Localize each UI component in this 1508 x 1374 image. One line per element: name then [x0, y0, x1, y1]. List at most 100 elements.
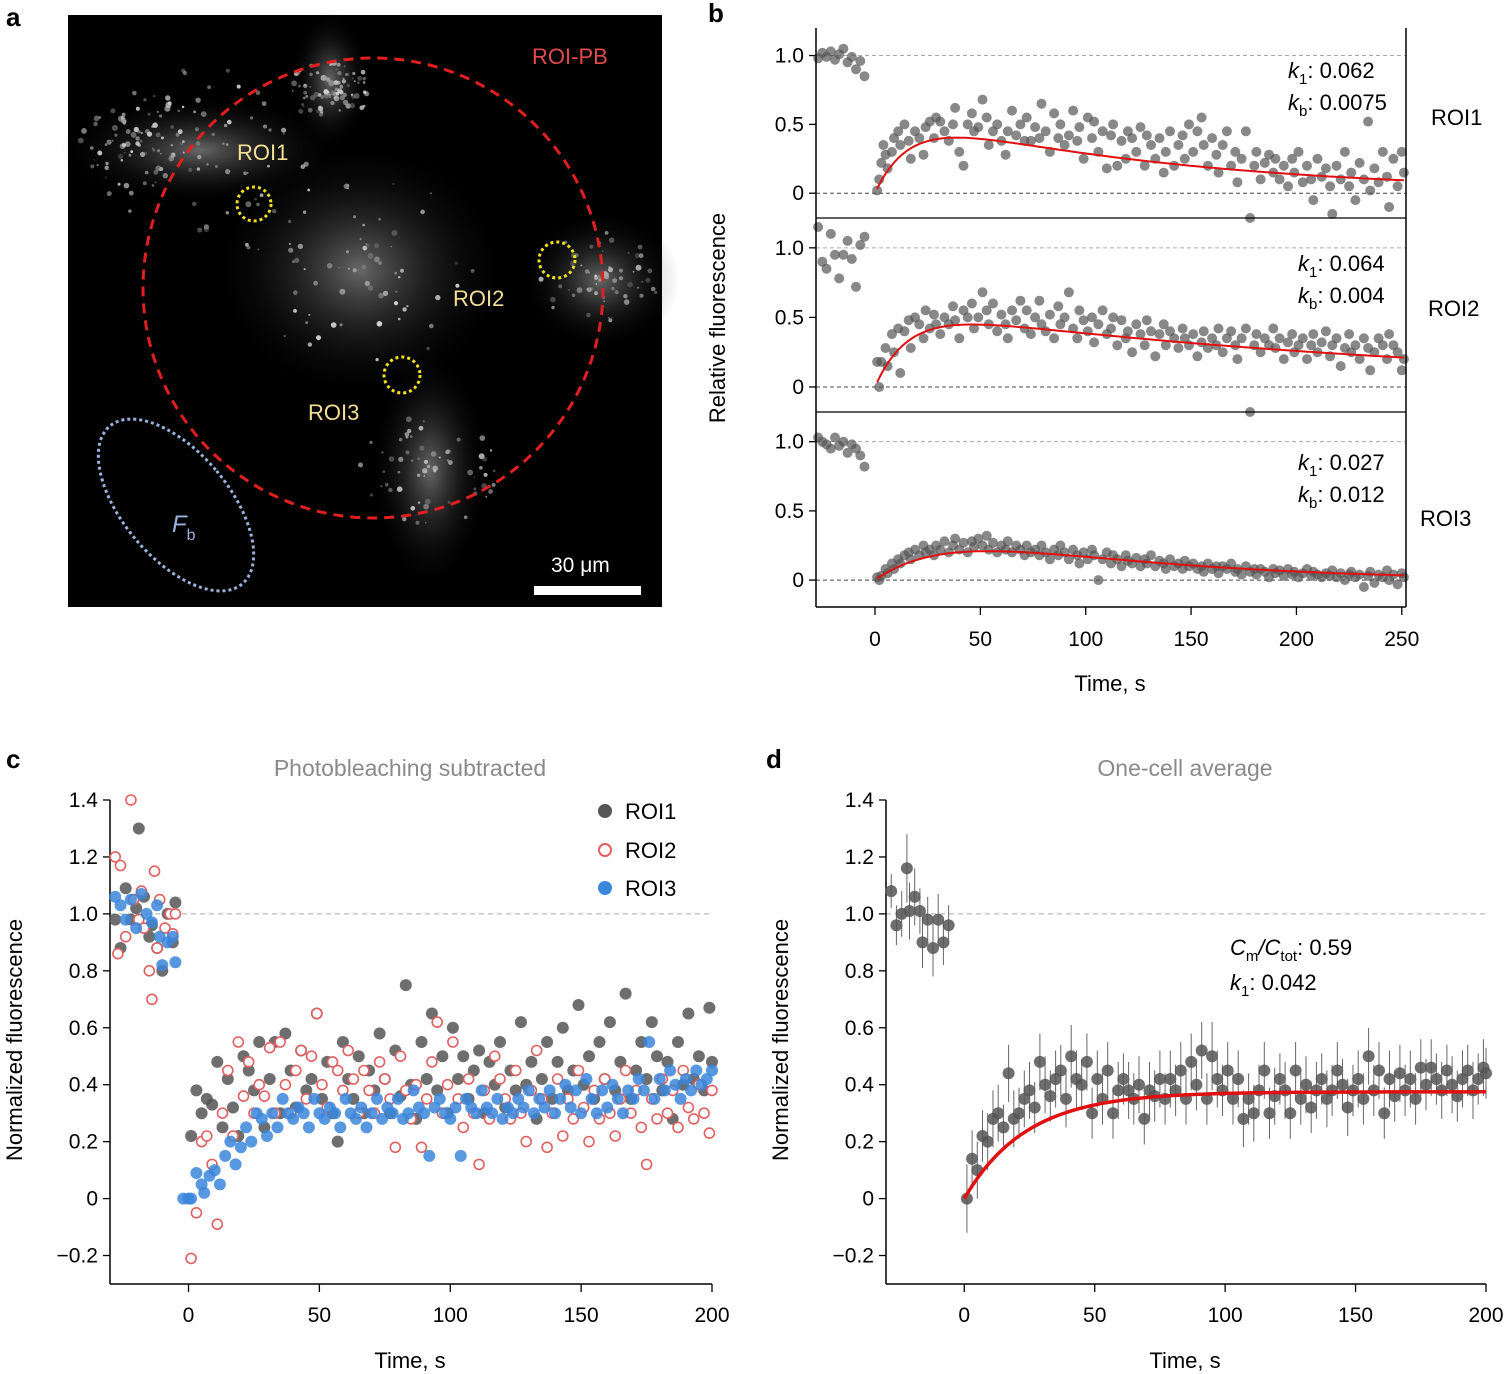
b-xtick-label: 150	[1174, 628, 1209, 651]
cell-speckle	[104, 176, 107, 179]
c-roi2-point	[457, 1121, 470, 1134]
c-roi3-point	[276, 1092, 289, 1105]
b-roi2-point	[1302, 354, 1312, 365]
cell-speckle	[310, 95, 316, 101]
cell-speckle	[362, 81, 366, 84]
b-roi2-point	[1320, 326, 1331, 337]
b-roi1-point	[1097, 126, 1108, 137]
cell-speckle	[423, 503, 429, 510]
c-roi2-point	[619, 1064, 632, 1077]
cell-speckle	[111, 124, 118, 131]
c-roi3-point	[329, 1107, 342, 1120]
cell-speckle	[292, 260, 295, 263]
b-roi1-point	[1392, 181, 1403, 192]
c-roi2-point	[598, 1073, 611, 1085]
cell-speckle	[152, 94, 156, 98]
cell-speckle	[345, 73, 348, 76]
cell-speckle	[182, 71, 187, 75]
c-roi2-point	[201, 1130, 213, 1142]
c-roi2-point	[289, 1064, 302, 1077]
cell-speckle	[632, 270, 635, 273]
d-point	[1315, 1073, 1328, 1085]
b-roi1-point	[1000, 149, 1011, 160]
cell-speckle	[353, 93, 360, 99]
c-roi3-point	[376, 1112, 389, 1125]
d-point	[1237, 1112, 1250, 1125]
cell-speckle	[489, 449, 493, 452]
cell-speckle	[608, 318, 613, 323]
b-roi1-point	[1059, 140, 1070, 150]
b-roi3-k1-sub: 1	[1309, 463, 1317, 480]
cell-speckle	[236, 84, 241, 89]
b-roi1-point	[966, 108, 977, 119]
b-roi2-point	[1226, 326, 1237, 337]
cell-speckle	[637, 244, 643, 250]
b-roi1-point	[935, 116, 946, 127]
b-roi1-point	[1106, 130, 1116, 141]
b-roi3-point	[935, 544, 946, 555]
c-roi3-point	[611, 1092, 624, 1105]
cell-speckle	[417, 457, 421, 461]
b-roi2-point	[1316, 337, 1327, 348]
c-roi3-point	[255, 1112, 268, 1125]
c-roi3-point	[219, 1149, 232, 1162]
b-roi1-point	[1344, 181, 1355, 192]
d-point	[1383, 1073, 1396, 1085]
d-point	[1023, 1084, 1036, 1097]
c-roi1-point	[703, 1001, 716, 1014]
cell-speckle	[255, 90, 261, 95]
c-roi1-point	[143, 930, 156, 943]
cell-speckle	[398, 276, 401, 279]
d-k1-value: : 0.042	[1249, 970, 1316, 995]
cell-speckle	[170, 125, 174, 129]
d-point	[1138, 1112, 1151, 1125]
c-roi3-point	[423, 1149, 436, 1162]
c-roi2-point	[373, 1056, 386, 1068]
scale-bar	[534, 586, 641, 595]
cell-speckle	[571, 293, 576, 297]
b-roi1-point	[948, 119, 958, 130]
d-point	[1221, 1064, 1234, 1077]
c-roi3-point	[679, 1073, 692, 1085]
c-roi2-point	[125, 794, 137, 806]
cell-speckle	[180, 142, 184, 146]
cell-speckle	[336, 62, 341, 67]
b-roi2-point	[1040, 326, 1051, 337]
panel-label-a: a	[6, 2, 21, 32]
b-roi2-point	[969, 323, 979, 334]
b-roi2-point	[905, 343, 916, 353]
c-roi3-point	[297, 1107, 310, 1120]
b-roi2-point	[1192, 351, 1203, 362]
cell-speckle	[410, 459, 414, 462]
c-roi1-point	[551, 1055, 564, 1068]
b-roi1-point	[1289, 167, 1300, 178]
cell-speckle	[143, 151, 147, 156]
cell-speckle	[155, 132, 161, 138]
cell-speckle	[263, 124, 267, 129]
b-roi2-point	[988, 298, 998, 309]
cell-speckle	[404, 432, 410, 437]
c-roi3-point	[632, 1073, 645, 1085]
cell-speckle	[586, 312, 591, 318]
c-roi2-point	[567, 1113, 580, 1125]
cell-speckle	[324, 90, 330, 96]
b-roi1-point	[914, 133, 925, 144]
b-roi2-point	[1116, 315, 1127, 326]
d-point	[1107, 1107, 1119, 1120]
c-roi3-point	[575, 1107, 588, 1120]
c-roi2-point	[169, 908, 182, 920]
cell-speckle	[152, 122, 158, 128]
cell-speckle	[132, 90, 137, 96]
c-roi3-point	[507, 1107, 520, 1120]
c-roi1-point	[227, 1101, 239, 1114]
b-roi1-point	[1169, 160, 1180, 171]
b-roi2-point	[1131, 319, 1142, 330]
b-roi1-point	[1346, 167, 1357, 178]
b-roi1-point	[1211, 149, 1222, 160]
cell-speckle	[155, 165, 162, 172]
b-roi1-point	[1127, 133, 1138, 144]
b-roi1-point	[1255, 174, 1266, 185]
c-roi3-point	[653, 1073, 666, 1085]
cell-speckle	[473, 487, 477, 491]
b-roi1-point	[838, 43, 849, 54]
